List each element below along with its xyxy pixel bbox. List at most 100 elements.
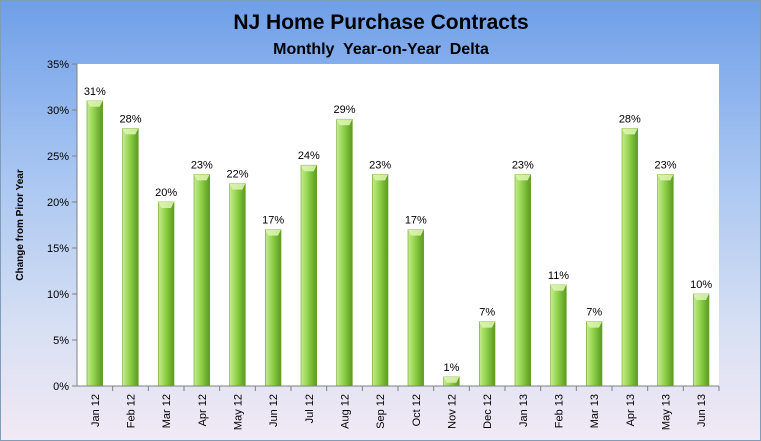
x-tick-label: Feb 13 [554, 394, 566, 428]
x-tick-label: May 12 [233, 394, 245, 430]
bar-bevel [621, 128, 638, 135]
y-tick-label: 20% [47, 197, 69, 209]
data-label: 23% [654, 159, 676, 171]
bar-bevel [443, 376, 460, 383]
chart-title: NJ Home Purchase Contracts [233, 11, 528, 34]
bar-bevel [407, 229, 424, 236]
x-tick-label: Sep 12 [375, 394, 387, 429]
data-label: 23% [191, 159, 213, 171]
data-label: 7% [586, 307, 602, 319]
y-tick-label: 5% [53, 335, 69, 347]
x-tick-label: Aug 12 [340, 394, 352, 429]
x-tick-label: Apr 13 [625, 394, 637, 426]
bar-bevel [514, 174, 531, 181]
bar-body [336, 118, 353, 387]
x-tick-label: Dec 12 [482, 394, 494, 429]
x-tick-label: Feb 12 [126, 394, 138, 428]
bar-bevel [550, 284, 567, 291]
y-tick-label: 35% [47, 59, 69, 71]
data-label: 11% [548, 270, 569, 282]
bar-bevel [158, 202, 175, 208]
bar [479, 321, 496, 387]
bar-body [407, 229, 424, 387]
x-tick-label: Jul 12 [304, 394, 316, 423]
bar-body [372, 174, 389, 387]
x-tick-label: Jun 12 [268, 394, 280, 427]
x-tick-label: Mar 12 [161, 394, 173, 428]
bars-group: 31% 28% 20% 23% 22% 17% 24% 29% 23% 17% 1% 7% 23% 11%… [84, 86, 712, 387]
x-tick-label: Nov 12 [447, 394, 459, 429]
bar [550, 284, 567, 387]
bar [693, 293, 710, 387]
bar-bevel [193, 174, 210, 181]
x-tick-label: Mar 13 [589, 394, 601, 428]
x-tick-label: Jan 12 [90, 394, 102, 427]
bar [407, 229, 424, 387]
bar-body [550, 284, 567, 387]
bar [300, 164, 317, 387]
bar-body [657, 174, 674, 387]
bar-body [158, 201, 175, 387]
y-tick-label: 25% [47, 151, 69, 163]
data-label: 31% [84, 86, 106, 98]
x-tick-label: Jun 13 [696, 394, 708, 427]
bar-body [586, 321, 603, 387]
bar-bevel [336, 119, 353, 126]
data-label: 29% [333, 104, 355, 116]
bar [229, 183, 246, 387]
bar-bevel [479, 321, 496, 328]
axes-group: 0% 5% 10% 15% 20% 25% 30% 35% Jan 12 Feb 12 Mar 12… [47, 59, 720, 430]
y-tick-label: 30% [47, 105, 69, 117]
data-label: 20% [155, 187, 177, 199]
bar [86, 100, 103, 387]
data-label: 23% [512, 159, 534, 171]
y-axis-label: Change from Piror Year [15, 169, 26, 281]
bar-bevel [300, 165, 317, 172]
chart-subtitle: Monthly Year-on-Year Delta [273, 41, 489, 58]
x-tick-label: Apr 12 [197, 394, 209, 426]
bar [586, 321, 603, 387]
bar-bevel [122, 128, 139, 135]
data-label: 24% [298, 150, 320, 162]
x-tick-label: Jan 13 [518, 394, 530, 427]
bar [443, 376, 460, 387]
bar [657, 174, 674, 387]
bar-body [621, 128, 638, 387]
bar [265, 229, 282, 387]
data-label: 10% [690, 279, 712, 291]
x-tick-label: May 13 [661, 394, 673, 430]
bar-body [514, 174, 531, 387]
bar [514, 174, 531, 387]
y-tick-label: 15% [47, 243, 69, 255]
bar-bevel [693, 294, 710, 300]
bar-bevel [586, 321, 603, 328]
bar-bevel [372, 174, 389, 181]
data-label: 28% [119, 113, 141, 125]
bar-bevel [657, 174, 674, 181]
data-label: 23% [369, 159, 391, 171]
bar-body [693, 293, 710, 387]
bar [336, 118, 353, 387]
bar-body [265, 229, 282, 387]
bar-body [479, 321, 496, 387]
data-label: 28% [619, 113, 641, 125]
bar [372, 174, 389, 387]
bar-bevel [229, 183, 246, 190]
bar-body [300, 164, 317, 387]
data-label: 7% [479, 307, 495, 319]
bar-bevel [265, 229, 282, 236]
bar [621, 128, 638, 387]
bar-bevel [86, 100, 103, 107]
y-tick-label: 10% [47, 289, 69, 301]
bar-body [86, 100, 103, 387]
x-tick-label: Oct 12 [411, 394, 423, 426]
data-label: 1% [444, 362, 460, 374]
bar-body [122, 128, 139, 387]
bar-body [193, 174, 210, 387]
bar [122, 128, 139, 387]
bar [158, 201, 175, 387]
bar [193, 174, 210, 387]
bar-body [229, 183, 246, 387]
